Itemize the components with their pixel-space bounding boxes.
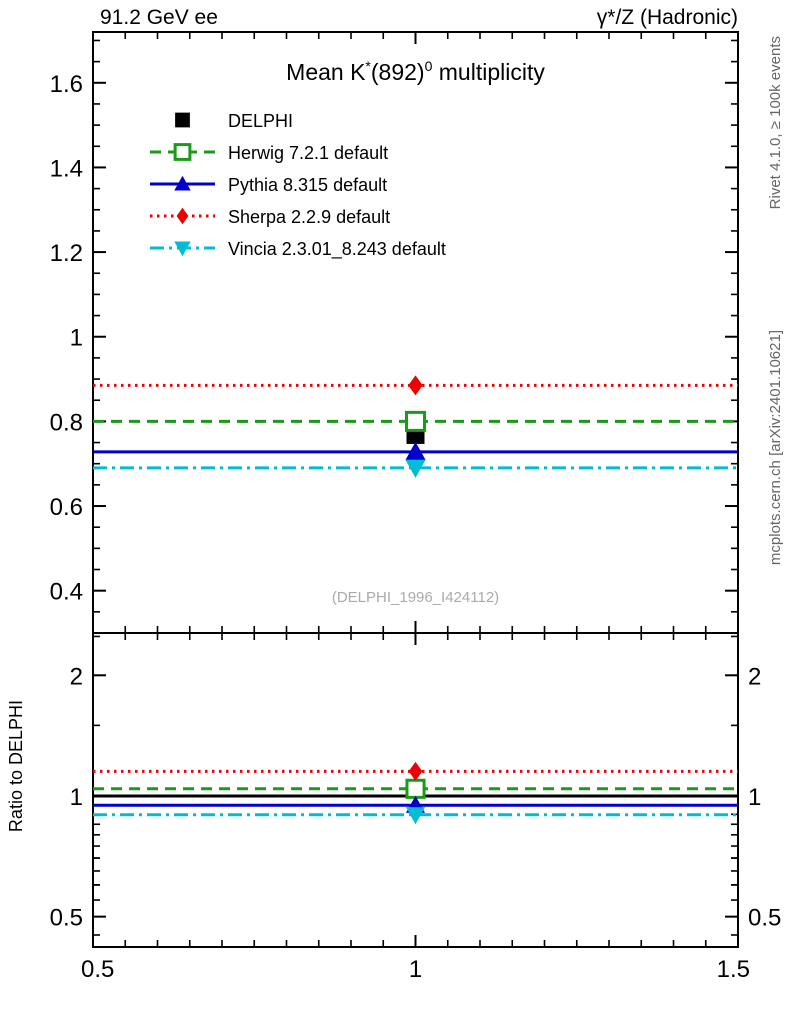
y-tick-label: 1.2: [50, 240, 83, 267]
data-point-sherpa: [408, 375, 423, 396]
ratio-y-tick-label-right: 1: [748, 784, 761, 811]
ratio-y-tick-label: 0.5: [50, 905, 83, 932]
y-tick-label: 0.8: [50, 409, 83, 436]
y-tick-label: 1: [70, 325, 83, 352]
plot-title: Mean K*(892)0 multiplicity: [286, 58, 545, 85]
legend-label-0: DELPHI: [228, 111, 293, 131]
ratio-point-vincia: [406, 807, 425, 825]
legend-marker-3: [176, 207, 189, 225]
data-point-pythia: [405, 441, 426, 460]
ratio-y-tick-label-right: 2: [748, 663, 761, 690]
legend-label-3: Sherpa 2.2.9 default: [228, 207, 390, 227]
legend-marker-4: [174, 241, 191, 257]
x-tick-label: 0.5: [81, 956, 114, 983]
x-tick-label: 1.5: [717, 956, 750, 983]
y-tick-label: 1.6: [50, 71, 83, 98]
legend-label-1: Herwig 7.2.1 default: [228, 143, 388, 163]
header-energy-label: 91.2 GeV ee: [100, 6, 218, 29]
legend-marker-2: [174, 175, 191, 191]
legend-marker-0: [175, 112, 190, 128]
ratio-point-herwig: [405, 778, 426, 799]
data-point-vincia: [405, 459, 426, 478]
legend-label-2: Pythia 8.315 default: [228, 175, 387, 195]
y-tick-label: 0.6: [50, 494, 83, 521]
legend-marker-1: [173, 143, 192, 161]
ratio-y-tick-label: 2: [70, 663, 83, 690]
data-point-herwig: [405, 410, 426, 432]
y-tick-label: 0.4: [50, 579, 83, 606]
ratio-y-tick-label: 1: [70, 784, 83, 811]
legend-label-4: Vincia 2.3.01_8.243 default: [228, 239, 446, 260]
x-tick-label: 1: [409, 956, 422, 983]
analysis-watermark: (DELPHI_1996_I424112): [332, 589, 499, 606]
ratio-y-tick-label-right: 0.5: [748, 905, 781, 932]
header-process-label: γ*/Z (Hadronic): [596, 6, 738, 29]
y-tick-label: 1.4: [50, 155, 83, 182]
ratio-point-sherpa: [408, 761, 423, 781]
